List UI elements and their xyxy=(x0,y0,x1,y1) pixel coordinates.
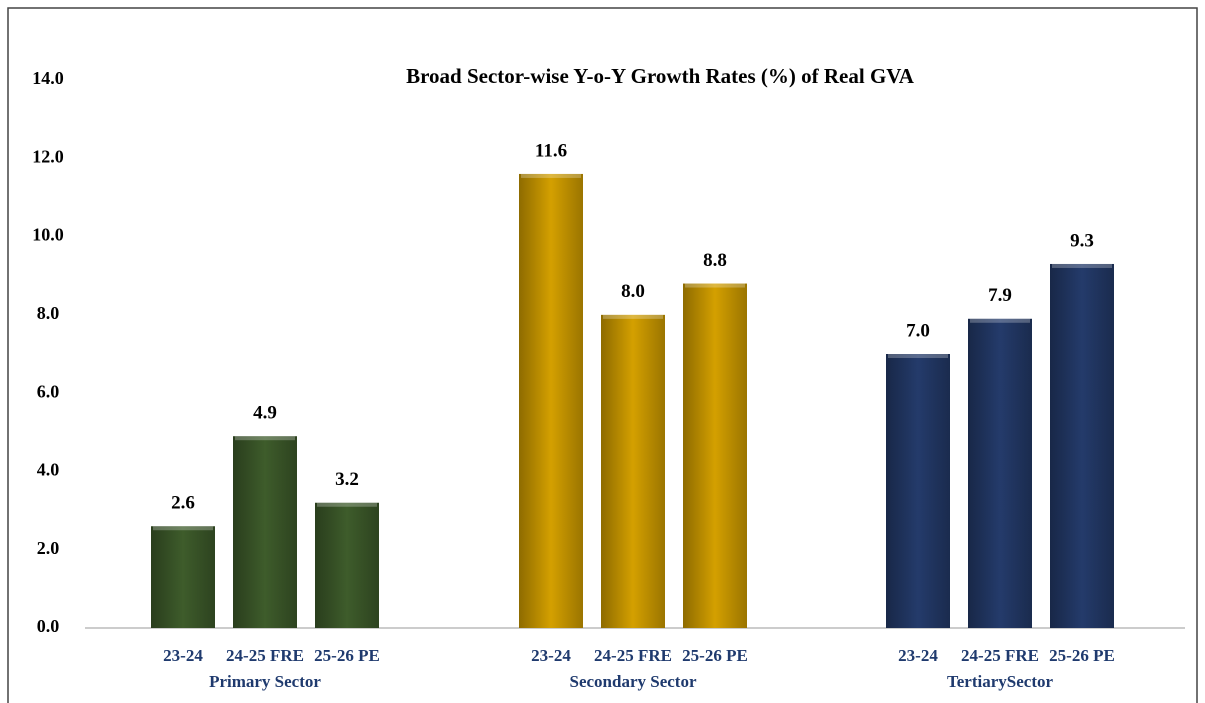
value-label: 4.9 xyxy=(253,403,277,424)
value-label: 2.6 xyxy=(171,493,195,514)
y-tick-label: 12.0 xyxy=(32,146,64,166)
bar-top xyxy=(153,526,213,531)
y-tick-label: 8.0 xyxy=(37,303,60,323)
bar-top xyxy=(235,436,295,441)
value-label: 3.2 xyxy=(335,469,359,490)
chart-title: Broad Sector-wise Y-o-Y Growth Rates (%)… xyxy=(406,64,915,88)
value-label: 7.9 xyxy=(988,285,1012,306)
x-tick-label: 24-25 FRE xyxy=(226,646,304,665)
x-tick-label: 23-24 xyxy=(531,646,571,665)
bar xyxy=(886,354,950,628)
x-tick-label: 23-24 xyxy=(163,646,203,665)
y-tick-label: 0.0 xyxy=(37,616,60,636)
value-label: 9.3 xyxy=(1070,230,1094,251)
group-label: TertiarySector xyxy=(947,672,1054,691)
bar xyxy=(601,314,665,628)
x-tick-label: 24-25 FRE xyxy=(961,646,1039,665)
group-label: Primary Sector xyxy=(209,672,321,691)
value-label: 8.8 xyxy=(703,250,727,271)
x-tick-label: 25-26 PE xyxy=(682,646,748,665)
bar xyxy=(1050,263,1114,628)
bar-top xyxy=(1052,263,1112,268)
y-tick-label: 14.0 xyxy=(32,68,64,88)
bar xyxy=(315,502,379,628)
bar-top xyxy=(521,173,581,178)
y-tick-label: 10.0 xyxy=(32,225,64,245)
group-label: Secondary Sector xyxy=(569,672,696,691)
bar-top xyxy=(317,502,377,507)
bar xyxy=(151,526,215,628)
bar-top xyxy=(888,354,948,358)
x-tick-label: 25-26 PE xyxy=(1049,646,1115,665)
bar-top xyxy=(603,314,663,319)
bar xyxy=(683,283,747,628)
value-label: 7.0 xyxy=(906,320,930,341)
y-tick-label: 2.0 xyxy=(37,538,60,558)
y-tick-label: 4.0 xyxy=(37,460,60,480)
value-label: 8.0 xyxy=(621,281,645,302)
bar xyxy=(968,318,1032,628)
x-tick-label: 23-24 xyxy=(898,646,938,665)
bar xyxy=(233,436,297,628)
x-tick-label: 24-25 FRE xyxy=(594,646,672,665)
y-tick-label: 6.0 xyxy=(37,381,60,401)
bar-top xyxy=(970,318,1030,323)
bar xyxy=(519,173,583,628)
x-tick-label: 25-26 PE xyxy=(314,646,380,665)
bar-top xyxy=(685,283,745,288)
value-label: 11.6 xyxy=(535,140,567,161)
frame xyxy=(7,7,1198,703)
